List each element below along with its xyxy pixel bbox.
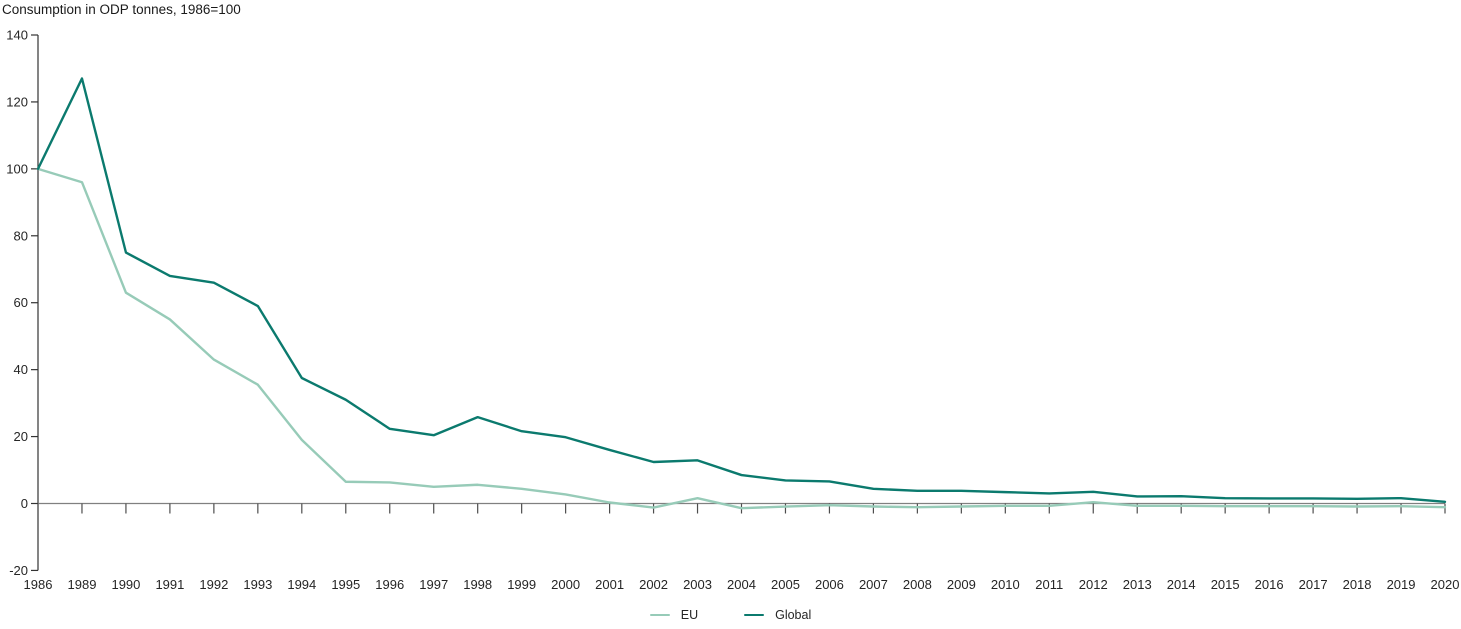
x-tick-label: 2005 [771, 577, 800, 592]
series-line-global [36, 77, 1447, 504]
x-tick-label: 2018 [1343, 577, 1372, 592]
x-tick-label: 2002 [639, 577, 668, 592]
x-tick-label: 2009 [947, 577, 976, 592]
x-tick-label: 2000 [551, 577, 580, 592]
y-tick-label: 60 [14, 295, 28, 310]
x-tick-label: 2014 [1167, 577, 1196, 592]
x-tick-label: 2019 [1387, 577, 1416, 592]
x-tick-label: 2006 [815, 577, 844, 592]
y-tick-label: 120 [6, 94, 28, 109]
y-tick-label: 20 [14, 429, 28, 444]
x-tick-label: 2013 [1123, 577, 1152, 592]
legend-item-global: Global [744, 608, 811, 622]
x-tick-label: 2004 [727, 577, 756, 592]
x-tick-label: 1999 [507, 577, 536, 592]
y-tick-label: -20 [9, 563, 28, 578]
x-tick-label: 2001 [595, 577, 624, 592]
x-tick-label: 2017 [1299, 577, 1328, 592]
x-tick-label: 1993 [243, 577, 272, 592]
global-line-swatch-icon [744, 613, 765, 617]
y-tick-label: 100 [6, 161, 28, 176]
x-tick-label: 2008 [903, 577, 932, 592]
x-tick-label: 2020 [1431, 577, 1460, 592]
eu-line-swatch-icon [649, 613, 670, 617]
legend-label-eu: EU [680, 608, 699, 622]
x-tick-label: 1995 [331, 577, 360, 592]
y-tick-label: 0 [21, 496, 28, 511]
y-tick-label: 40 [14, 362, 28, 377]
x-tick-label: 2011 [1035, 577, 1063, 592]
x-tick-label: 1991 [155, 577, 184, 592]
x-tick-label: 1986 [24, 577, 53, 592]
x-tick-label: 1989 [68, 577, 97, 592]
legend-item-eu: EU [649, 608, 699, 622]
chart-title: Consumption in ODP tonnes, 1986=100 [2, 2, 241, 17]
x-tick-label: 2010 [991, 577, 1020, 592]
x-tick-label: 1990 [111, 577, 140, 592]
x-tick-label: 1997 [419, 577, 448, 592]
x-tick-label: 2015 [1211, 577, 1240, 592]
legend-label-global: Global [775, 608, 812, 622]
x-tick-label: 1998 [463, 577, 492, 592]
x-tick-label: 1992 [199, 577, 228, 592]
series-line-eu [36, 167, 1447, 510]
x-tick-label: 2016 [1255, 577, 1284, 592]
x-tick-label: 1994 [287, 577, 316, 592]
y-tick-label: 140 [6, 28, 28, 43]
y-tick-label: 80 [14, 228, 28, 243]
x-tick-label: 2007 [859, 577, 888, 592]
x-tick-label: 2003 [683, 577, 712, 592]
x-tick-label: 2012 [1079, 577, 1108, 592]
legend: EU Global [0, 608, 1461, 622]
x-tick-label: 1996 [375, 577, 404, 592]
